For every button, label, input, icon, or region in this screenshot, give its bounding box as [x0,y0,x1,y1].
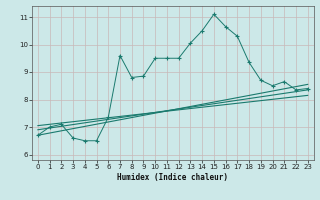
X-axis label: Humidex (Indice chaleur): Humidex (Indice chaleur) [117,173,228,182]
